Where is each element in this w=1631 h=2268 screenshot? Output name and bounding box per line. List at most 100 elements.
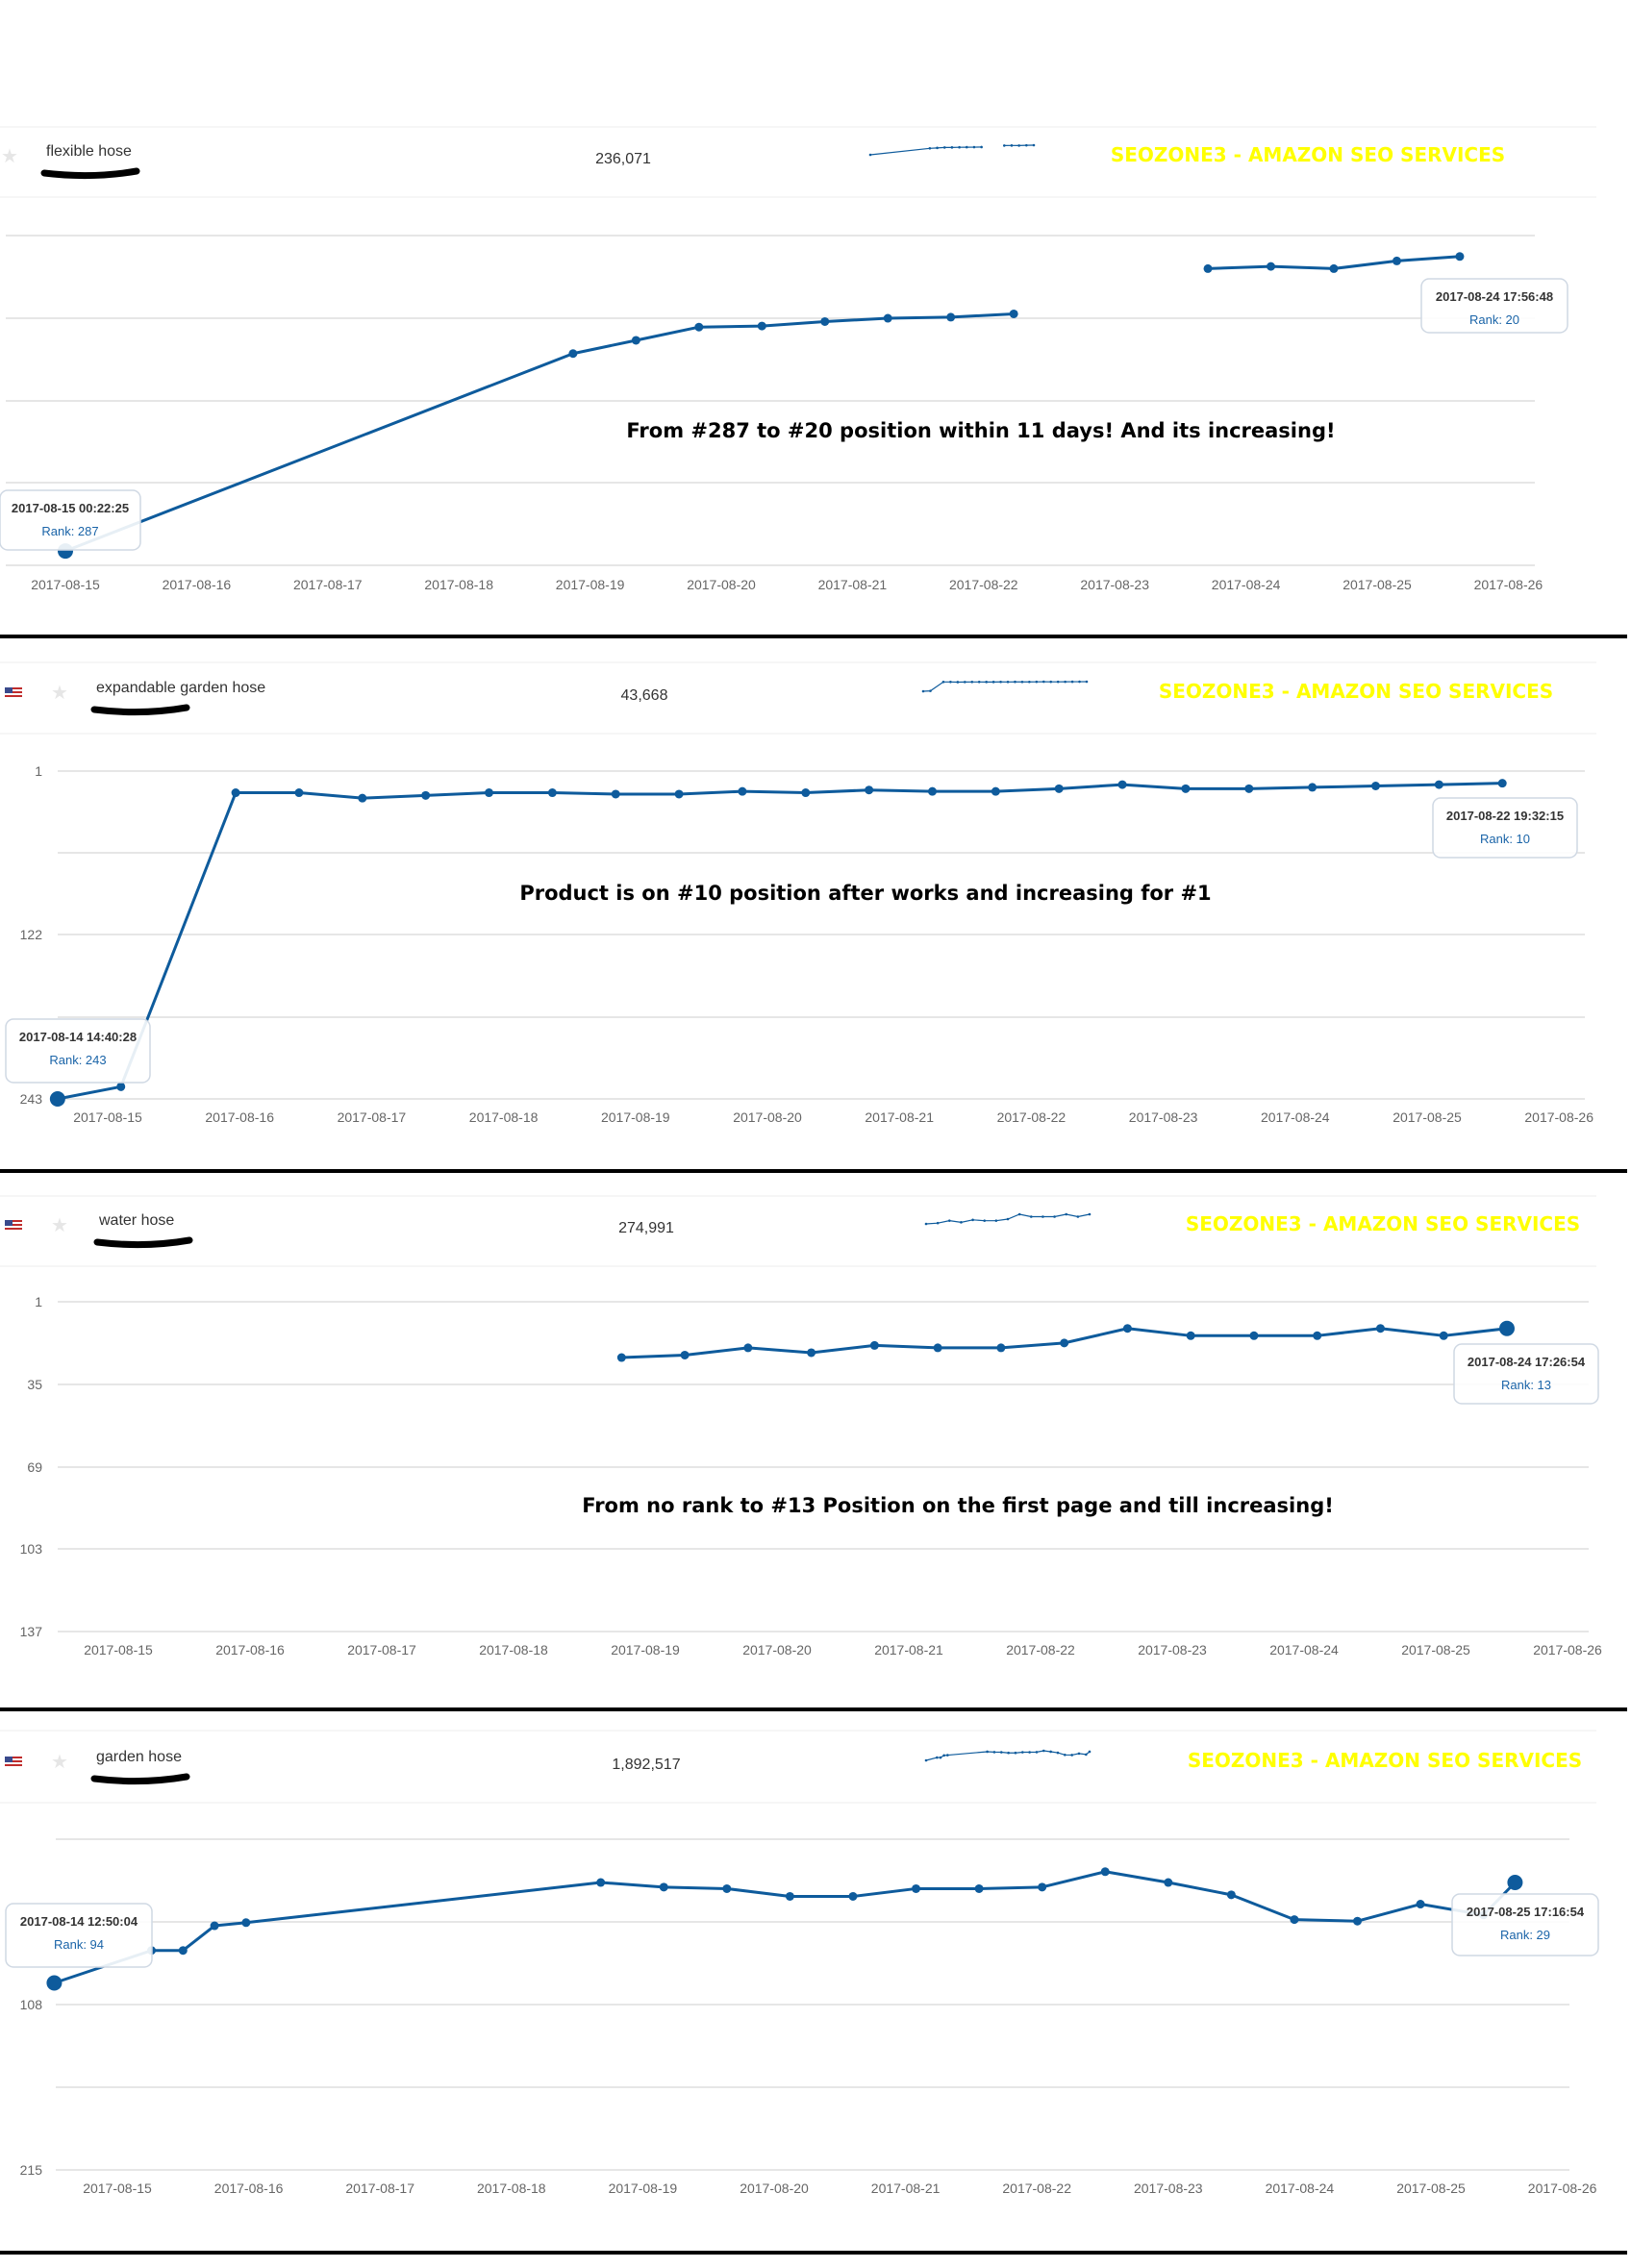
x-tick-label: 2017-08-23 <box>1129 1109 1198 1125</box>
sparkline-line <box>925 1750 1091 1761</box>
data-point <box>116 1082 126 1091</box>
data-point <box>933 1343 942 1353</box>
panel-divider <box>0 1707 1627 1711</box>
x-tick-label: 2017-08-24 <box>1269 1642 1339 1657</box>
x-tick-label: 2017-08-17 <box>347 1642 416 1657</box>
data-point <box>883 313 892 323</box>
x-tick-label: 2017-08-21 <box>865 1109 934 1125</box>
x-tick-label: 2017-08-26 <box>1474 577 1543 592</box>
y-axis-label: 1 <box>35 1294 42 1309</box>
tooltip-rank: Rank: 10 <box>1480 832 1530 846</box>
tooltip-box <box>5 1018 151 1084</box>
data-point <box>596 1878 606 1887</box>
sparkline <box>921 680 1089 693</box>
data-point <box>1267 262 1276 271</box>
x-tick-label: 2017-08-23 <box>1138 1642 1207 1657</box>
data-point <box>1244 784 1254 793</box>
flag-canton <box>5 687 13 693</box>
y-axis-label: 215 <box>20 2162 43 2178</box>
y-axis-label: 108 <box>20 1997 43 2012</box>
data-point <box>674 789 684 799</box>
us-flag-icon <box>5 1220 22 1232</box>
tooltip: 2017-08-24 17:26:54 Rank: 13 <box>1453 1343 1599 1405</box>
annotation-text: From no rank to #13 Position on the firs… <box>582 1494 1334 1517</box>
x-tick-label: 2017-08-15 <box>73 1109 142 1125</box>
data-point <box>1439 1331 1448 1340</box>
tooltip: 2017-08-22 19:32:15 Rank: 10 <box>1432 797 1578 859</box>
rank-chart-panel: ★ water hose 274,991 SEOZONE3 - AMAZON SEO … <box>0 1195 1627 1711</box>
data-point <box>485 788 494 798</box>
tooltip-rank: Rank: 29 <box>1500 1928 1550 1942</box>
flag-white-stripe <box>5 1758 22 1760</box>
data-point <box>49 1091 65 1107</box>
star-icon: ★ <box>51 1750 68 1773</box>
tooltip-date: 2017-08-24 17:26:54 <box>1468 1355 1586 1369</box>
data-point <box>1186 1331 1195 1340</box>
x-tick-label: 2017-08-22 <box>1002 2181 1071 2196</box>
data-point <box>1181 784 1191 793</box>
x-tick-label: 2017-08-24 <box>1212 577 1281 592</box>
sparkline <box>924 1212 1092 1226</box>
x-tick-label: 2017-08-15 <box>31 577 100 592</box>
search-volume: 236,071 <box>595 151 651 167</box>
y-axis-label: 69 <box>27 1459 42 1475</box>
x-tick-label: 2017-08-20 <box>740 2181 809 2196</box>
data-point <box>231 788 240 798</box>
star-icon: ★ <box>1 144 18 167</box>
data-point <box>722 1883 732 1893</box>
data-point <box>294 788 304 798</box>
rank-chart-panel: ★ expandable garden hose 43,668 SEOZONE3 - … <box>0 661 1627 1173</box>
x-tick-label: 2017-08-24 <box>1266 2181 1335 2196</box>
rank-chart-panel: ★ garden hose 1,892,517 SEOZONE3 - AMAZON S… <box>0 1730 1627 2255</box>
y-axis-label: 137 <box>20 1624 43 1639</box>
x-tick-label: 2017-08-16 <box>214 2181 284 2196</box>
tooltip-rank: Rank: 20 <box>1469 312 1519 327</box>
data-point <box>241 1918 251 1928</box>
tooltip-box <box>5 1903 153 1968</box>
x-tick-label: 2017-08-19 <box>609 2181 678 2196</box>
x-tick-label: 2017-08-15 <box>83 2181 152 2196</box>
data-point <box>801 788 811 798</box>
search-volume: 1,892,517 <box>612 1757 680 1773</box>
data-point <box>421 790 431 800</box>
sparkline-line <box>925 1213 1091 1225</box>
data-point <box>1290 1915 1299 1925</box>
data-point <box>743 1343 753 1353</box>
y-axis-label: 35 <box>27 1377 42 1392</box>
us-flag-icon <box>5 687 22 699</box>
data-point <box>974 1883 984 1893</box>
data-point <box>912 1883 921 1893</box>
sparkline-line <box>869 146 982 156</box>
search-volume: 43,668 <box>621 687 668 704</box>
x-tick-label: 2017-08-19 <box>556 577 625 592</box>
x-tick-label: 2017-08-22 <box>997 1109 1066 1125</box>
flag-canton <box>5 1757 13 1762</box>
data-point <box>1434 780 1443 789</box>
data-point <box>1122 1324 1132 1333</box>
data-point <box>568 349 578 359</box>
data-point <box>785 1891 794 1901</box>
x-tick-label: 2017-08-26 <box>1533 1642 1602 1657</box>
tooltip-box <box>1451 1893 1599 1956</box>
data-point <box>358 793 367 803</box>
data-point <box>738 786 747 796</box>
data-point <box>178 1946 188 1956</box>
data-point <box>659 1882 668 1892</box>
x-tick-label: 2017-08-18 <box>477 2181 546 2196</box>
series-line <box>53 1870 1517 1984</box>
flag-white-stripe <box>5 697 22 699</box>
flag-canton <box>5 1220 13 1226</box>
data-point <box>946 312 956 322</box>
x-tick-label: 2017-08-16 <box>205 1109 274 1125</box>
y-axis-label: 103 <box>20 1541 43 1557</box>
data-point <box>1455 252 1465 262</box>
data-point <box>1226 1890 1236 1900</box>
x-tick-label: 2017-08-23 <box>1080 577 1149 592</box>
data-point <box>46 1975 63 1991</box>
x-tick-label: 2017-08-17 <box>338 1109 407 1125</box>
data-point <box>820 316 830 326</box>
data-point <box>1009 309 1018 318</box>
redaction-mark <box>90 1773 190 1785</box>
panel-divider <box>0 2251 1627 2255</box>
